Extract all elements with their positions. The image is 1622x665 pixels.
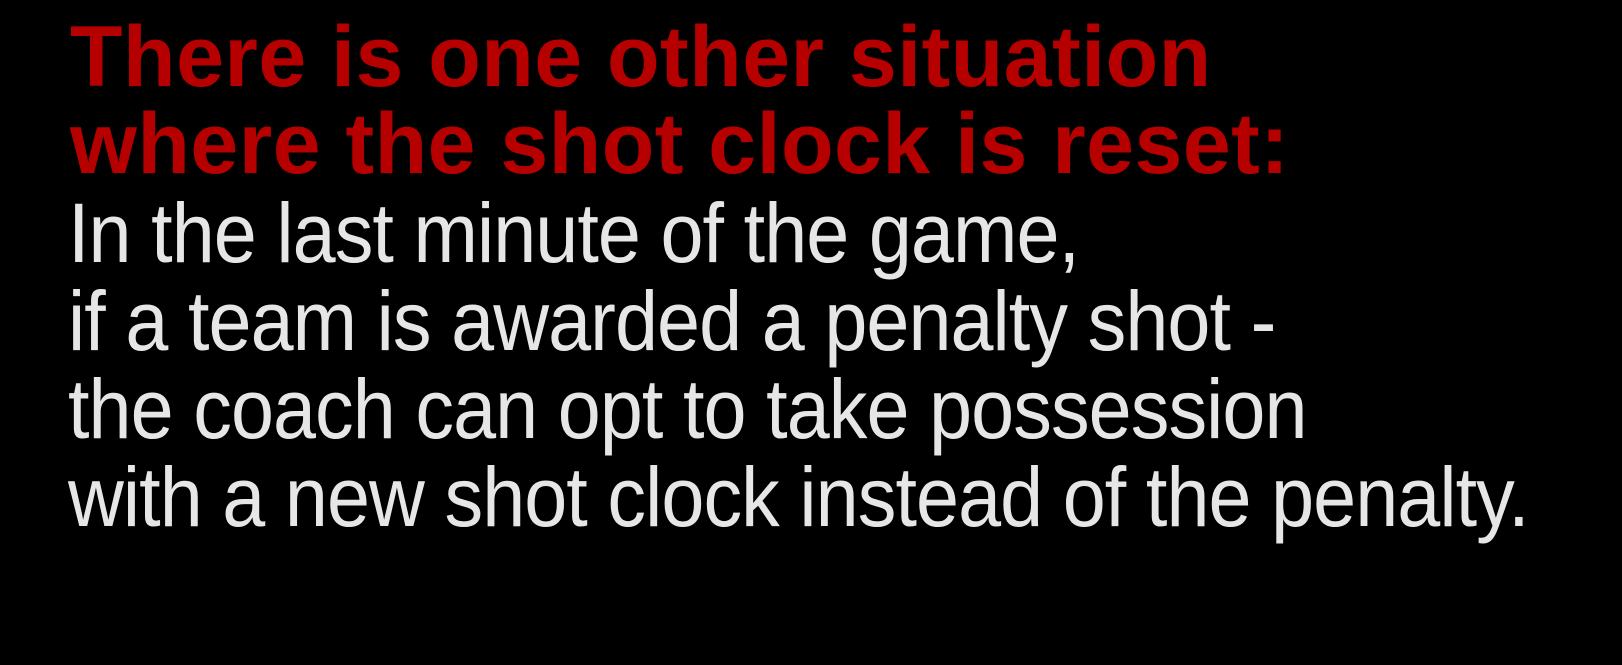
body-line-4: with a new shot clock instead of the pen… — [68, 450, 1530, 544]
heading-line-1: There is one other situation — [70, 9, 1212, 105]
slide-body-text: In the last minute of the game, if a tea… — [68, 189, 1622, 541]
heading-line-2: where the shot clock is reset: — [70, 96, 1290, 192]
slide-heading: There is one other situation where the s… — [70, 14, 1289, 188]
body-line-2: if a team is awarded a penalty shot - — [68, 274, 1276, 368]
body-line-1: In the last minute of the game, — [68, 186, 1080, 280]
body-line-3: the coach can opt to take possession — [68, 362, 1307, 456]
